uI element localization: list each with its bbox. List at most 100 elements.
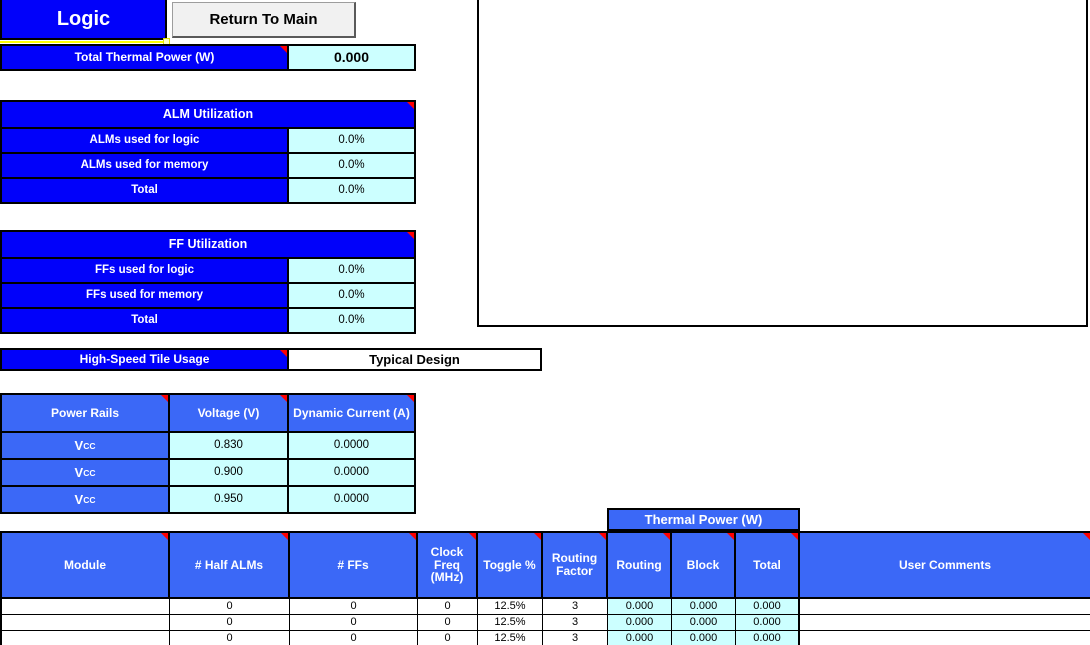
dynamic-current-header-text: Dynamic Current (A) <box>293 405 410 420</box>
half-alms-input[interactable]: 0 <box>170 631 290 645</box>
alm-utilization-table: ALM Utilization ALMs used for logic 0.0%… <box>0 100 416 204</box>
half-alms-header-text: # Half ALMs <box>194 557 264 572</box>
routing-value: 0.000 <box>608 615 672 630</box>
comment-marker-icon <box>161 533 168 540</box>
module-input[interactable] <box>2 631 170 645</box>
block-header-text: Block <box>686 557 720 572</box>
routing-factor-header-text: Routing Factor <box>551 551 598 578</box>
routing-header: Routing <box>608 533 672 597</box>
rail-label-vcc-2: V CC <box>2 460 170 485</box>
toggle-input[interactable]: 12.5% <box>478 631 543 645</box>
alm-utilization-title: ALM Utilization <box>162 106 254 121</box>
rail-symbol: V <box>74 464 84 480</box>
comment-marker-icon <box>599 533 606 540</box>
voltage-value-3: 0.950 <box>170 487 289 512</box>
ff-logic-label: FFs used for logic <box>2 259 289 282</box>
total-value: 0.000 <box>736 599 800 614</box>
comment-marker-icon <box>280 350 287 357</box>
alm-memory-label: ALMs used for memory <box>2 154 289 177</box>
toggle-header: Toggle % <box>478 533 543 597</box>
ff-logic-value: 0.0% <box>289 259 414 282</box>
total-thermal-power-value: 0.000 <box>289 46 414 69</box>
user-comments-input[interactable] <box>800 615 1090 630</box>
routing-factor-input[interactable]: 3 <box>543 631 608 645</box>
module-table-header-row: Module # Half ALMs # FFs Clock Freq (MHz… <box>2 533 1090 599</box>
clock-freq-input[interactable]: 0 <box>418 615 478 630</box>
alm-logic-value: 0.0% <box>289 129 414 152</box>
alm-memory-value: 0.0% <box>289 154 414 177</box>
clock-freq-header-text: Clock Freq (MHz) <box>430 545 464 585</box>
power-rails-header: Power Rails <box>2 395 170 431</box>
rail-symbol: V <box>74 491 84 507</box>
rail-label-vcc-1: V CC <box>2 433 170 458</box>
user-comments-input[interactable] <box>800 599 1090 614</box>
comment-marker-icon <box>407 102 414 109</box>
ffs-input[interactable]: 0 <box>290 631 418 645</box>
block-value: 0.000 <box>672 599 736 614</box>
current-value-2: 0.0000 <box>289 460 414 485</box>
power-rails-header-text: Power Rails <box>50 405 120 420</box>
module-table: Module # Half ALMs # FFs Clock Freq (MHz… <box>0 531 1090 645</box>
user-comments-header-text: User Comments <box>898 557 992 572</box>
clock-freq-input[interactable]: 0 <box>418 631 478 645</box>
current-value-3: 0.0000 <box>289 487 414 512</box>
chart-placeholder-box <box>477 0 1088 327</box>
alm-utilization-header: ALM Utilization <box>2 102 414 127</box>
total-thermal-power-label-text: Total Thermal Power (W) <box>74 50 215 65</box>
toggle-input[interactable]: 12.5% <box>478 615 543 630</box>
alm-total-value: 0.0% <box>289 179 414 202</box>
rail-symbol: V <box>74 437 84 453</box>
comment-marker-icon <box>280 46 287 53</box>
routing-factor-input[interactable]: 3 <box>543 615 608 630</box>
comment-marker-icon <box>1083 533 1090 540</box>
voltage-value-2: 0.900 <box>170 460 289 485</box>
rail-label-vcc-3: V CC <box>2 487 170 512</box>
half-alms-input[interactable]: 0 <box>170 599 290 614</box>
high-speed-tile-row: High-Speed Tile Usage Typical Design <box>0 348 542 371</box>
return-to-main-button[interactable]: Return To Main <box>172 2 356 38</box>
page-title: Logic <box>0 0 167 40</box>
high-speed-tile-label: High-Speed Tile Usage <box>2 350 289 369</box>
toggle-header-text: Toggle % <box>483 557 536 572</box>
comment-marker-icon <box>407 395 414 402</box>
comment-marker-icon <box>534 533 541 540</box>
high-speed-tile-label-text: High-Speed Tile Usage <box>79 352 210 367</box>
high-speed-tile-select[interactable]: Typical Design <box>289 350 540 369</box>
block-value: 0.000 <box>672 615 736 630</box>
ff-utilization-header: FF Utilization <box>2 232 414 257</box>
module-table-row: 0 0 0 12.5% 3 0.000 0.000 0.000 <box>2 599 1090 615</box>
module-input[interactable] <box>2 599 170 614</box>
half-alms-input[interactable]: 0 <box>170 615 290 630</box>
routing-factor-input[interactable]: 3 <box>543 599 608 614</box>
ff-utilization-title: FF Utilization <box>168 236 248 251</box>
module-input[interactable] <box>2 615 170 630</box>
total-thermal-power-row: Total Thermal Power (W) 0.000 <box>0 44 416 71</box>
clock-freq-input[interactable]: 0 <box>418 599 478 614</box>
clock-freq-header: Clock Freq (MHz) <box>418 533 478 597</box>
total-value: 0.000 <box>736 631 800 645</box>
routing-factor-header: Routing Factor <box>543 533 608 597</box>
total-header-text: Total <box>753 557 781 572</box>
ffs-input[interactable]: 0 <box>290 615 418 630</box>
ffs-header-text: # FFs <box>337 557 369 572</box>
dynamic-current-header: Dynamic Current (A) <box>289 395 414 431</box>
user-comments-header: User Comments <box>800 533 1090 597</box>
comment-marker-icon <box>727 533 734 540</box>
ffs-input[interactable]: 0 <box>290 599 418 614</box>
ff-total-value: 0.0% <box>289 309 414 332</box>
total-value: 0.000 <box>736 615 800 630</box>
toggle-input[interactable]: 12.5% <box>478 599 543 614</box>
comment-marker-icon <box>409 533 416 540</box>
comment-marker-icon <box>663 533 670 540</box>
comment-marker-icon <box>280 395 287 402</box>
ff-utilization-table: FF Utilization FFs used for logic 0.0% F… <box>0 230 416 334</box>
ffs-header: # FFs <box>290 533 418 597</box>
title-underline <box>0 41 168 43</box>
user-comments-input[interactable] <box>800 631 1090 645</box>
ff-memory-label: FFs used for memory <box>2 284 289 307</box>
ff-memory-value: 0.0% <box>289 284 414 307</box>
routing-header-text: Routing <box>616 557 662 572</box>
comment-marker-icon <box>469 533 476 540</box>
module-table-row: 0 0 0 12.5% 3 0.000 0.000 0.000 <box>2 631 1090 645</box>
